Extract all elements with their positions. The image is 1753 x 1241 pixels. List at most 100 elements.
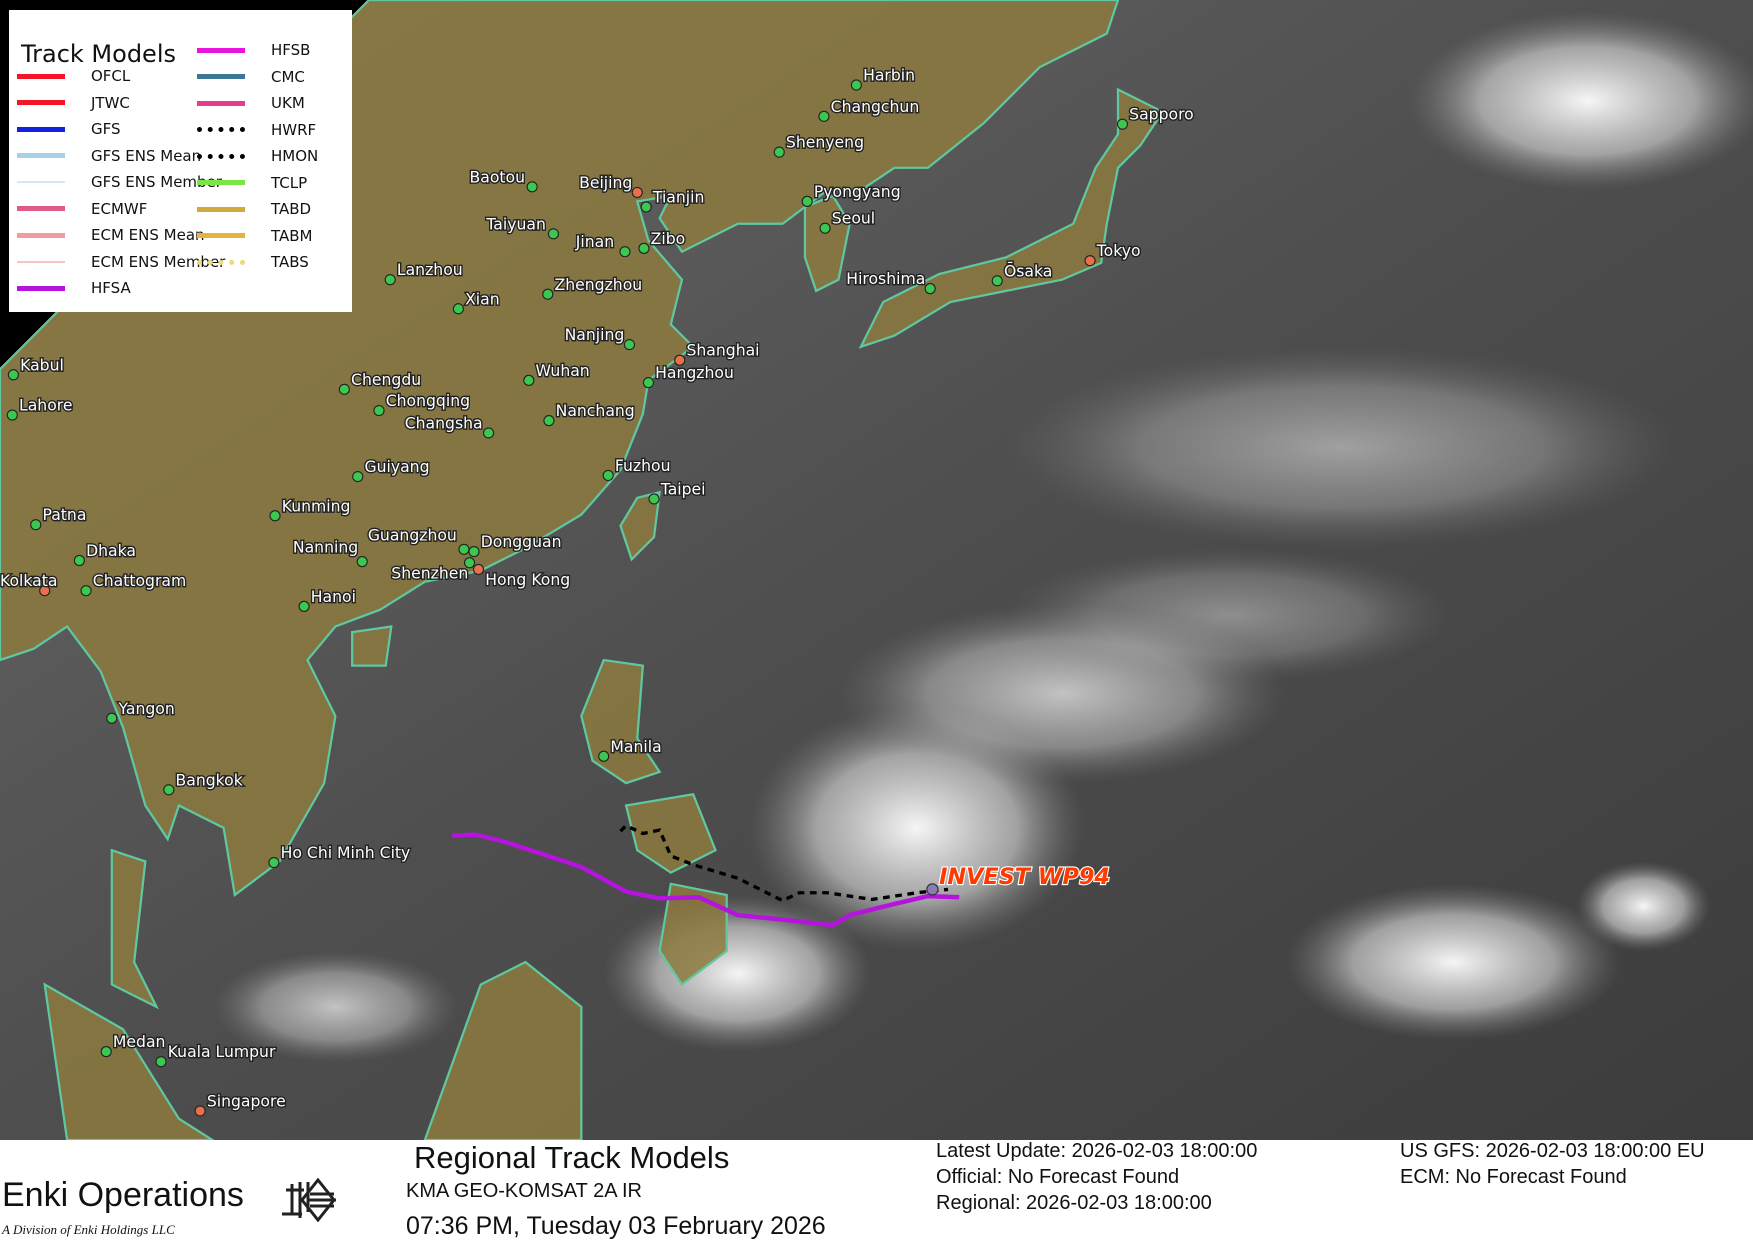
city-marker-icon[interactable]: [526, 181, 538, 193]
city-marker-icon[interactable]: [468, 545, 480, 558]
city-marker-icon[interactable]: [631, 186, 643, 199]
city-marker-icon[interactable]: [155, 1056, 167, 1068]
city-marker-icon[interactable]: [73, 554, 85, 567]
city-marker-icon[interactable]: [472, 563, 485, 576]
city-marker-icon[interactable]: [100, 1046, 112, 1058]
city-marker-icon[interactable]: [458, 543, 470, 555]
city-lanzhou[interactable]: Lanzhou: [384, 259, 464, 286]
city-marker-icon[interactable]: [623, 338, 636, 351]
satellite-map[interactable]: Harbin Changchun Shenyeng Sapporo Baotou Beij…: [0, 0, 1753, 1140]
city-marker-icon[interactable]: [352, 470, 364, 483]
city-lahore[interactable]: Lahore: [6, 394, 74, 421]
city-marker-icon[interactable]: [523, 374, 535, 386]
storm-label[interactable]: INVEST WP94: [938, 863, 1111, 891]
city-ōsaka[interactable]: Ōsaka: [991, 260, 1054, 287]
city-beijing[interactable]: Beijing: [578, 172, 643, 199]
city-singapore[interactable]: Singapore: [194, 1090, 287, 1117]
city-marker-icon[interactable]: [602, 469, 614, 482]
city-kunming[interactable]: Kunming: [269, 495, 352, 522]
city-marker-icon[interactable]: [6, 409, 18, 421]
city-zibo[interactable]: Zibo: [638, 227, 687, 254]
city-marker-icon[interactable]: [818, 110, 830, 122]
city-patna[interactable]: Patna: [30, 504, 88, 531]
city-marker-icon[interactable]: [543, 415, 555, 427]
city-marker-icon[interactable]: [850, 79, 862, 91]
city-marker-icon[interactable]: [80, 585, 92, 597]
city-fuzhou[interactable]: Fuzhou: [602, 455, 672, 482]
city-ho-chi-minh-city[interactable]: Ho Chi Minh City: [268, 842, 412, 869]
city-marker-icon[interactable]: [482, 427, 495, 439]
city-marker-icon[interactable]: [194, 1105, 206, 1117]
city-zhengzhou[interactable]: Zhengzhou: [542, 273, 644, 300]
city-marker-icon[interactable]: [356, 556, 368, 568]
city-nanning[interactable]: Nanning: [292, 536, 368, 568]
city-marker-icon[interactable]: [924, 283, 936, 295]
city-taipei[interactable]: Taipei: [648, 478, 707, 505]
city-marker-icon[interactable]: [373, 404, 385, 417]
city-marker-icon[interactable]: [7, 369, 20, 381]
city-medan[interactable]: Medan: [100, 1031, 167, 1058]
city-marker-icon[interactable]: [674, 354, 686, 366]
city-hanoi[interactable]: Hanoi: [298, 585, 357, 612]
city-marker-icon[interactable]: [298, 600, 310, 612]
city-sapporo[interactable]: Sapporo: [1116, 103, 1195, 130]
city-marker-icon[interactable]: [638, 242, 650, 254]
city-xian[interactable]: Xian: [452, 288, 501, 315]
city-marker-icon[interactable]: [542, 288, 554, 300]
city-marker-icon[interactable]: [801, 195, 813, 207]
city-marker-icon[interactable]: [338, 383, 350, 395]
city-shanghai[interactable]: Shanghai: [674, 339, 761, 366]
track-hfsa[interactable]: [451, 832, 960, 928]
city-marker-icon[interactable]: [463, 557, 476, 569]
city-changchun[interactable]: Changchun: [818, 95, 921, 122]
city-tokyo[interactable]: Tokyo: [1084, 240, 1142, 267]
city-marker-icon[interactable]: [268, 856, 280, 869]
city-marker-icon[interactable]: [773, 146, 785, 158]
city-marker-icon[interactable]: [1084, 255, 1096, 267]
city-kuala-lumpur[interactable]: Kuala Lumpur: [155, 1041, 277, 1068]
city-marker-icon[interactable]: [106, 712, 118, 724]
city-seoul[interactable]: Seoul: [819, 207, 877, 234]
city-changsha[interactable]: Changsha: [403, 412, 495, 439]
city-yangon[interactable]: Yangon: [106, 697, 176, 724]
city-hiroshima[interactable]: Hiroshima: [845, 268, 936, 295]
city-marker-icon[interactable]: [39, 585, 51, 597]
city-guangzhou[interactable]: Guangzhou: [366, 524, 470, 555]
city-dhaka[interactable]: Dhaka: [73, 540, 137, 567]
city-marker-icon[interactable]: [547, 228, 559, 240]
track-hwrf-hmon[interactable]: [619, 823, 949, 903]
city-pyongyang[interactable]: Pyongyang: [801, 180, 902, 207]
city-shenzhen[interactable]: Shenzhen: [390, 557, 476, 584]
city-marker-icon[interactable]: [1116, 118, 1129, 130]
city-manila[interactable]: Manila: [598, 735, 663, 762]
city-marker-icon[interactable]: [619, 246, 631, 258]
city-hong-kong[interactable]: Hong Kong: [472, 563, 572, 591]
city-jinan[interactable]: Jinan: [573, 231, 631, 258]
city-chengdu[interactable]: Chengdu: [338, 368, 423, 395]
city-marker-icon[interactable]: [384, 274, 396, 286]
city-marker-icon[interactable]: [640, 201, 652, 213]
city-baotou[interactable]: Baotou: [468, 166, 538, 193]
city-marker-icon[interactable]: [648, 493, 660, 505]
city-marker-icon[interactable]: [30, 519, 42, 531]
city-tianjin[interactable]: Tianjin: [640, 186, 706, 213]
city-marker-icon[interactable]: [598, 750, 610, 762]
city-marker-icon[interactable]: [642, 377, 655, 389]
city-kabul[interactable]: Kabul: [7, 354, 65, 381]
city-marker-icon[interactable]: [163, 784, 175, 796]
city-kolkata[interactable]: Kolkata: [0, 570, 59, 597]
city-shenyeng[interactable]: Shenyeng: [773, 131, 865, 158]
city-guiyang[interactable]: Guiyang: [352, 456, 431, 483]
city-hangzhou[interactable]: Hangzhou: [642, 362, 735, 389]
city-nanjing[interactable]: Nanjing: [563, 324, 636, 351]
city-marker-icon[interactable]: [991, 275, 1003, 287]
city-chongqing[interactable]: Chongqing: [373, 390, 471, 417]
city-chattogram[interactable]: Chattogram: [80, 570, 188, 597]
city-marker-icon[interactable]: [452, 303, 464, 315]
city-marker-icon[interactable]: [269, 510, 281, 522]
city-bangkok[interactable]: Bangkok: [163, 769, 245, 796]
city-dongguan[interactable]: Dongguan: [468, 531, 563, 558]
city-wuhan[interactable]: Wuhan: [523, 359, 591, 386]
city-nanchang[interactable]: Nanchang: [543, 400, 636, 427]
city-marker-icon[interactable]: [819, 222, 831, 234]
